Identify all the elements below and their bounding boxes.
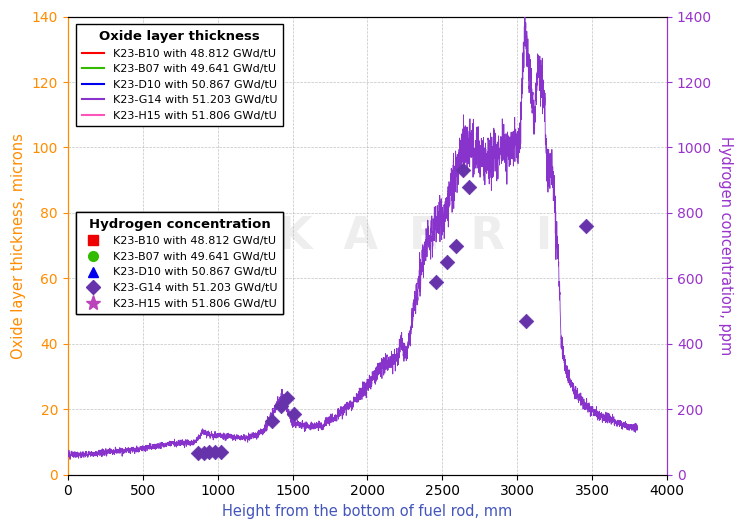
Point (208, 448, 220, 457)
Y-axis label: Oxide layer thickness, microns: Oxide layer thickness, microns (11, 132, 26, 359)
Point (202, 448, 214, 457)
Y-axis label: Hydrogen concentration, ppm: Hydrogen concentration, ppm (718, 136, 733, 355)
Point (464, 182, 475, 191)
X-axis label: Height from the bottom of fuel rod, mm: Height from the bottom of fuel rod, mm (222, 504, 513, 519)
Point (458, 166, 469, 174)
Point (198, 449, 210, 457)
Point (288, 410, 300, 418)
Point (520, 316, 532, 325)
Point (192, 449, 204, 457)
Point (450, 241, 462, 250)
Legend: K23-B10 with 48.812 GWd/tU, K23-B07 with 49.641 GWd/tU, K23-D10 with 50.867 GWd/: K23-B10 with 48.812 GWd/tU, K23-B07 with… (77, 212, 283, 314)
Point (580, 222, 592, 230)
Point (266, 417, 278, 425)
Point (215, 448, 227, 457)
Point (275, 402, 286, 410)
Text: K  A  E  R  I: K A E R I (278, 215, 553, 258)
Point (431, 277, 443, 286)
Point (280, 393, 292, 402)
Point (441, 258, 453, 266)
